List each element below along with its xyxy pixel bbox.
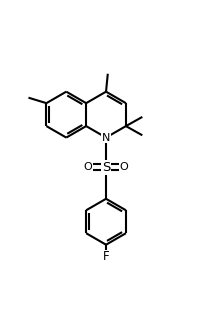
Text: S: S: [102, 161, 110, 174]
Text: N: N: [102, 132, 110, 142]
Text: O: O: [84, 162, 92, 172]
Text: O: O: [120, 162, 128, 172]
Text: F: F: [103, 250, 109, 263]
